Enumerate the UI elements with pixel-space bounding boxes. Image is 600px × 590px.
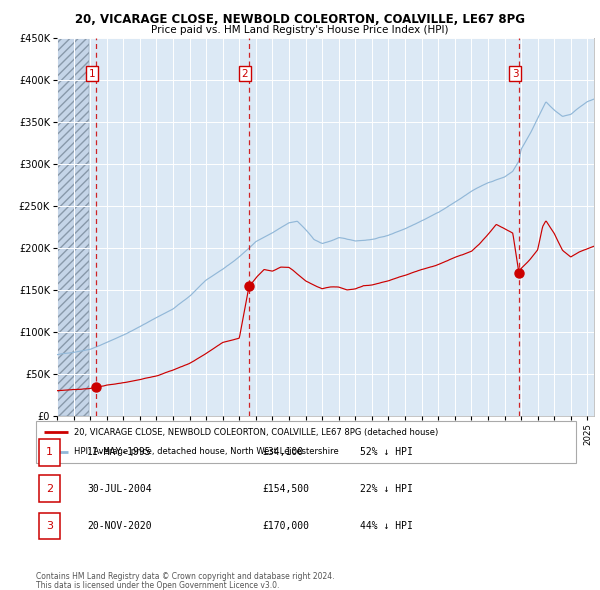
FancyBboxPatch shape [39,513,60,539]
Text: 30-JUL-2004: 30-JUL-2004 [88,484,152,494]
Text: £34,100: £34,100 [263,447,304,457]
Bar [57,38,89,416]
Text: 22% ↓ HPI: 22% ↓ HPI [360,484,413,494]
Text: 20, VICARAGE CLOSE, NEWBOLD COLEORTON, COALVILLE, LE67 8PG: 20, VICARAGE CLOSE, NEWBOLD COLEORTON, C… [75,13,525,26]
Text: 52% ↓ HPI: 52% ↓ HPI [360,447,413,457]
Text: 20, VICARAGE CLOSE, NEWBOLD COLEORTON, COALVILLE, LE67 8PG (detached house): 20, VICARAGE CLOSE, NEWBOLD COLEORTON, C… [74,428,438,437]
Text: £154,500: £154,500 [263,484,310,494]
Text: 1: 1 [46,447,53,457]
Text: 3: 3 [512,68,518,78]
Text: This data is licensed under the Open Government Licence v3.0.: This data is licensed under the Open Gov… [36,581,280,589]
FancyBboxPatch shape [39,476,60,502]
Text: HPI: Average price, detached house, North West Leicestershire: HPI: Average price, detached house, Nort… [74,447,338,456]
Text: 3: 3 [46,521,53,531]
Text: 2: 2 [241,68,248,78]
Text: £170,000: £170,000 [263,521,310,531]
Text: Contains HM Land Registry data © Crown copyright and database right 2024.: Contains HM Land Registry data © Crown c… [36,572,335,581]
Text: 20-NOV-2020: 20-NOV-2020 [88,521,152,531]
Text: 44% ↓ HPI: 44% ↓ HPI [360,521,413,531]
Bar [57,38,89,416]
Text: Price paid vs. HM Land Registry's House Price Index (HPI): Price paid vs. HM Land Registry's House … [151,25,449,35]
FancyBboxPatch shape [36,421,576,463]
FancyBboxPatch shape [39,439,60,466]
Text: 1: 1 [89,68,95,78]
Text: 11-MAY-1995: 11-MAY-1995 [88,447,152,457]
Text: 2: 2 [46,484,53,494]
